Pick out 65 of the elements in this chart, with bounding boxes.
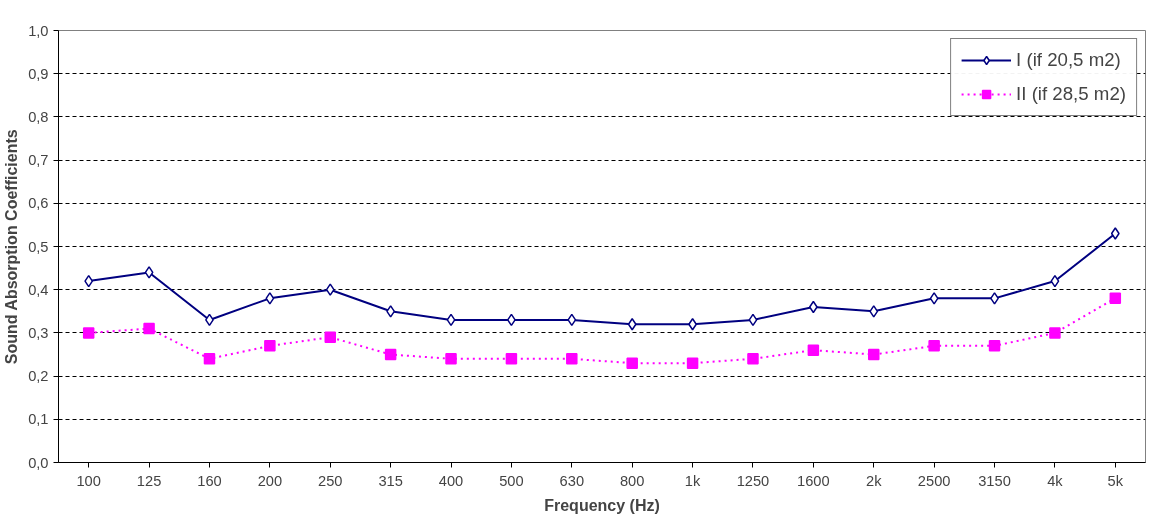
point <box>82 327 95 339</box>
point <box>868 348 880 361</box>
y-tick-label: 0,6 <box>28 195 49 212</box>
x-tick-label: 250 <box>318 472 343 489</box>
y-tick-label: 0,1 <box>28 411 49 428</box>
point <box>265 292 275 305</box>
x-tick-label: 400 <box>438 472 464 489</box>
point <box>325 283 335 296</box>
point <box>1109 292 1122 305</box>
x-tick-label: 1600 <box>797 472 830 489</box>
point <box>84 274 94 288</box>
x-tick-label: 1250 <box>736 472 770 489</box>
x-tick-label: 630 <box>559 472 585 489</box>
point <box>748 313 758 327</box>
y-tick-label: 1,0 <box>28 22 49 39</box>
point <box>566 353 578 365</box>
x-axis-title: Frequency (Hz) <box>544 496 660 514</box>
point <box>446 313 456 327</box>
point <box>445 353 457 365</box>
y-axis-title: Sound Absorption Coefficients <box>3 129 21 365</box>
point <box>626 357 638 369</box>
x-tick-label: 5k <box>1107 472 1124 489</box>
point <box>627 318 637 331</box>
x-tick-label: 500 <box>499 472 524 489</box>
point <box>869 305 879 318</box>
point <box>928 340 940 352</box>
point <box>807 344 820 356</box>
point <box>567 313 577 327</box>
point <box>384 348 397 361</box>
point <box>203 353 216 365</box>
point <box>929 292 939 305</box>
y-tick-label: 0,3 <box>28 324 49 341</box>
point <box>505 353 518 365</box>
point <box>386 305 396 318</box>
y-tick-label: 0,0 <box>28 454 49 471</box>
point <box>988 340 1001 352</box>
point <box>144 266 154 279</box>
x-tick-label: 2500 <box>917 472 951 489</box>
point <box>1050 274 1060 288</box>
point <box>747 353 759 365</box>
point <box>1110 227 1120 240</box>
y-tick-label: 0,9 <box>28 65 49 82</box>
point <box>686 357 699 369</box>
y-tick-label: 0,7 <box>28 152 49 169</box>
x-tick-label: 200 <box>257 472 283 489</box>
x-tick-label: 100 <box>76 472 101 489</box>
legend-label: II (if 28,5 m2) <box>1016 83 1126 105</box>
point <box>1049 327 1061 339</box>
y-tick-label: 0,2 <box>28 368 49 385</box>
y-tick-label: 0,5 <box>28 238 49 255</box>
x-tick-label: 800 <box>619 472 645 489</box>
x-tick-label: 315 <box>378 472 403 489</box>
x-tick-label: 4k <box>1047 472 1064 489</box>
point <box>264 340 276 352</box>
legend-label: I (if 20,5 m2) <box>1016 49 1121 71</box>
x-tick-label: 160 <box>197 472 222 489</box>
y-tick-label: 0,4 <box>28 281 49 298</box>
x-tick-label: 125 <box>136 472 162 489</box>
y-tick-label: 0,8 <box>28 108 49 125</box>
x-tick-label: 3150 <box>978 472 1011 489</box>
x-tick-label: 2k <box>866 472 883 489</box>
point <box>324 331 336 343</box>
point <box>143 322 155 335</box>
x-tick-label: 1k <box>684 472 701 489</box>
point <box>808 300 818 314</box>
